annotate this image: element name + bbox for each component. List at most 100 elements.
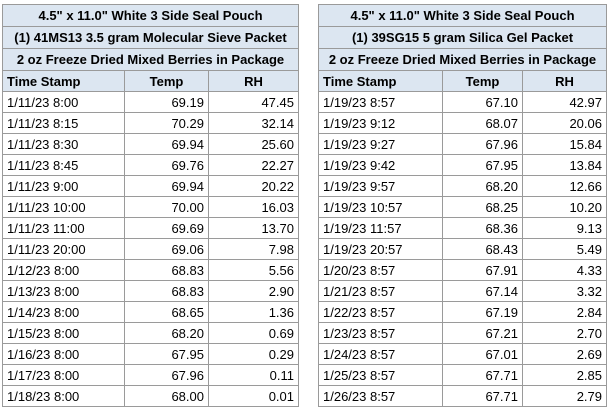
- cell: 0.01: [208, 385, 299, 407]
- cell: 25.60: [208, 133, 299, 155]
- cell: 1.36: [208, 301, 299, 323]
- cell: 5.56: [208, 259, 299, 281]
- cell: 1/18/23 8:00: [2, 385, 125, 407]
- cell: 3.32: [522, 280, 607, 302]
- data-row: 1/19/23 9:42 67.95 13.84: [318, 154, 607, 176]
- cell: 1/21/23 8:57: [318, 280, 443, 302]
- cell: 69.69: [124, 217, 209, 239]
- cell: 1/11/23 8:30: [2, 133, 125, 155]
- table-title: (1) 39SG15 5 gram Silica Gel Packet: [318, 26, 607, 49]
- data-row: 1/19/23 20:57 68.43 5.49: [318, 238, 607, 260]
- cell: 2.69: [522, 343, 607, 365]
- cell: 20.22: [208, 175, 299, 197]
- cell: 7.98: [208, 238, 299, 260]
- cell: 2.84: [522, 301, 607, 323]
- cell: 1/19/23 9:57: [318, 175, 443, 197]
- cell: 68.43: [442, 238, 523, 260]
- data-row: 1/24/23 8:57 67.01 2.69: [318, 343, 607, 365]
- header-row: Time Stamp Temp RH: [2, 70, 299, 92]
- cell: 9.13: [522, 217, 607, 239]
- title-row: 2 oz Freeze Dried Mixed Berries in Packa…: [318, 48, 607, 71]
- title-row: 2 oz Freeze Dried Mixed Berries in Packa…: [2, 48, 299, 71]
- data-row: 1/19/23 9:12 68.07 20.06: [318, 112, 607, 134]
- data-row: 1/12/23 8:00 68.83 5.56: [2, 259, 299, 281]
- cell: 1/16/23 8:00: [2, 343, 125, 365]
- cell: 13.70: [208, 217, 299, 239]
- cell: 1/19/23 11:57: [318, 217, 443, 239]
- cell: 10.20: [522, 196, 607, 218]
- table-title: 4.5" x 11.0" White 3 Side Seal Pouch: [318, 4, 607, 27]
- cell: 67.01: [442, 343, 523, 365]
- cell: 1/19/23 20:57: [318, 238, 443, 260]
- cell: 13.84: [522, 154, 607, 176]
- data-row: 1/19/23 10:57 68.25 10.20: [318, 196, 607, 218]
- cell: 68.25: [442, 196, 523, 218]
- cell: 67.95: [442, 154, 523, 176]
- cell: 69.19: [124, 91, 209, 113]
- cell: 1/19/23 10:57: [318, 196, 443, 218]
- data-row: 1/11/23 8:00 69.19 47.45: [2, 91, 299, 113]
- data-row: 1/13/23 8:00 68.83 2.90: [2, 280, 299, 302]
- cell: 15.84: [522, 133, 607, 155]
- data-row: 1/11/23 20:00 69.06 7.98: [2, 238, 299, 260]
- cell: 69.94: [124, 175, 209, 197]
- title-row: 4.5" x 11.0" White 3 Side Seal Pouch: [2, 4, 299, 27]
- cell: 67.71: [442, 364, 523, 386]
- cell: 67.14: [442, 280, 523, 302]
- data-row: 1/22/23 8:57 67.19 2.84: [318, 301, 607, 323]
- cell: 67.96: [124, 364, 209, 386]
- cell: 1/11/23 8:45: [2, 154, 125, 176]
- data-row: 1/19/23 9:57 68.20 12.66: [318, 175, 607, 197]
- cell: 20.06: [522, 112, 607, 134]
- data-row: 1/16/23 8:00 67.95 0.29: [2, 343, 299, 365]
- data-row: 1/26/23 8:57 67.71 2.79: [318, 385, 607, 407]
- cell: 67.91: [442, 259, 523, 281]
- cell: 12.66: [522, 175, 607, 197]
- table-title: 2 oz Freeze Dried Mixed Berries in Packa…: [2, 48, 299, 71]
- data-table: 4.5" x 11.0" White 3 Side Seal Pouch (1) …: [2, 4, 299, 407]
- title-row: (1) 41MS13 3.5 gram Molecular Sieve Pack…: [2, 26, 299, 49]
- cell: 1/15/23 8:00: [2, 322, 125, 344]
- data-row: 1/19/23 11:57 68.36 9.13: [318, 217, 607, 239]
- cell: 1/22/23 8:57: [318, 301, 443, 323]
- data-row: 1/15/23 8:00 68.20 0.69: [2, 322, 299, 344]
- cell: 67.21: [442, 322, 523, 344]
- cell: 22.27: [208, 154, 299, 176]
- cell: 67.71: [442, 385, 523, 407]
- cell: 1/11/23 20:00: [2, 238, 125, 260]
- column-header: Temp: [442, 70, 523, 92]
- cell: 1/26/23 8:57: [318, 385, 443, 407]
- cell: 68.20: [124, 322, 209, 344]
- cell: 1/11/23 8:00: [2, 91, 125, 113]
- cell: 68.20: [442, 175, 523, 197]
- data-row: 1/20/23 8:57 67.91 4.33: [318, 259, 607, 281]
- cell: 1/23/23 8:57: [318, 322, 443, 344]
- data-row: 1/14/23 8:00 68.65 1.36: [2, 301, 299, 323]
- cell: 5.49: [522, 238, 607, 260]
- data-row: 1/11/23 8:45 69.76 22.27: [2, 154, 299, 176]
- column-header: RH: [208, 70, 299, 92]
- cell: 1/12/23 8:00: [2, 259, 125, 281]
- cell: 69.94: [124, 133, 209, 155]
- cell: 1/11/23 11:00: [2, 217, 125, 239]
- cell: 2.85: [522, 364, 607, 386]
- cell: 2.70: [522, 322, 607, 344]
- data-row: 1/17/23 8:00 67.96 0.11: [2, 364, 299, 386]
- cell: 4.33: [522, 259, 607, 281]
- table-title: (1) 41MS13 3.5 gram Molecular Sieve Pack…: [2, 26, 299, 49]
- data-row: 1/23/23 8:57 67.21 2.70: [318, 322, 607, 344]
- data-row: 1/11/23 8:15 70.29 32.14: [2, 112, 299, 134]
- cell: 0.11: [208, 364, 299, 386]
- table-title: 2 oz Freeze Dried Mixed Berries in Packa…: [318, 48, 607, 71]
- cell: 68.83: [124, 259, 209, 281]
- data-row: 1/11/23 10:00 70.00 16.03: [2, 196, 299, 218]
- table-title: 4.5" x 11.0" White 3 Side Seal Pouch: [2, 4, 299, 27]
- title-row: 4.5" x 11.0" White 3 Side Seal Pouch: [318, 4, 607, 27]
- data-row: 1/19/23 8:57 67.10 42.97: [318, 91, 607, 113]
- cell: 67.96: [442, 133, 523, 155]
- column-header: Temp: [124, 70, 209, 92]
- cell: 1/17/23 8:00: [2, 364, 125, 386]
- cell: 1/13/23 8:00: [2, 280, 125, 302]
- cell: 1/25/23 8:57: [318, 364, 443, 386]
